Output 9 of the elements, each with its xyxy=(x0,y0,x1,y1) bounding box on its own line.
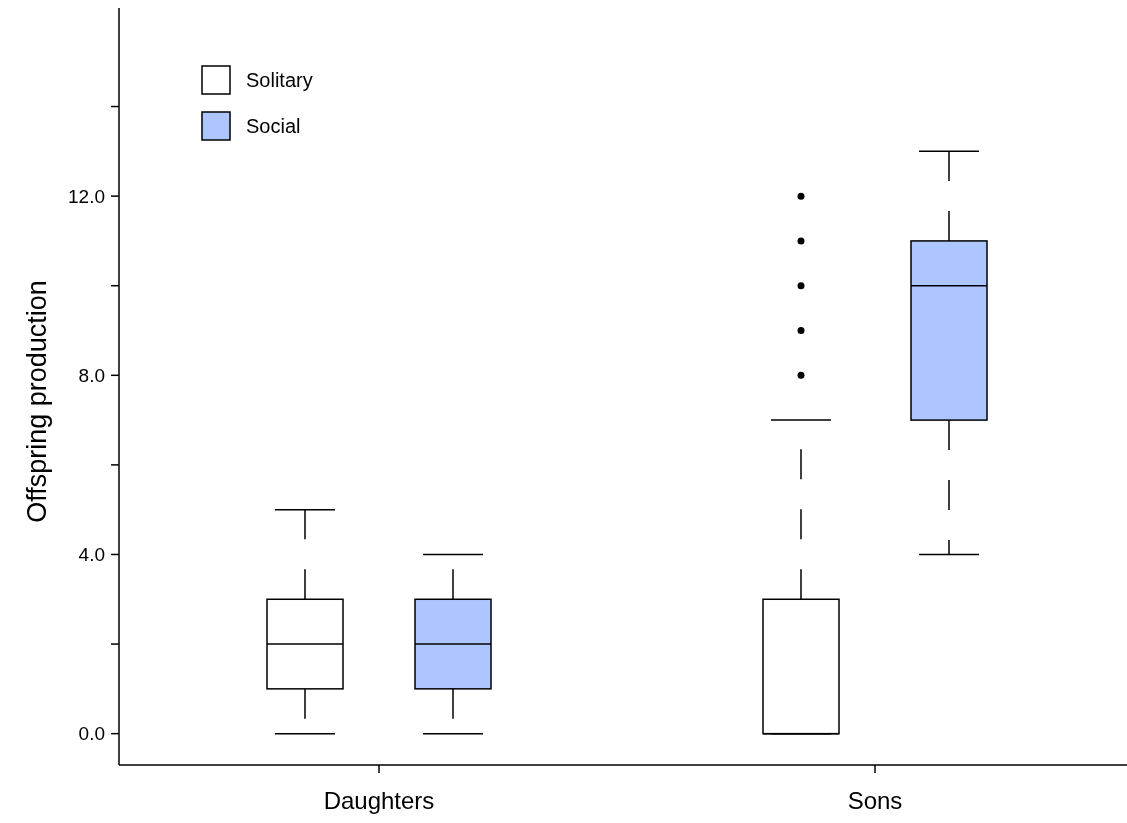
legend-label: Solitary xyxy=(246,69,313,91)
legend-label: Social xyxy=(246,115,301,137)
x-tick-label: Daughters xyxy=(323,787,435,814)
x-tick-label: Sons xyxy=(847,787,903,814)
y-tick-label: 12.0 xyxy=(68,185,105,207)
y-tick-label: 4.0 xyxy=(78,544,105,566)
y-tick-label: 8.0 xyxy=(78,364,105,386)
y-axis-title: Offspring production xyxy=(22,280,52,523)
y-tick-label: 0.0 xyxy=(78,723,105,745)
